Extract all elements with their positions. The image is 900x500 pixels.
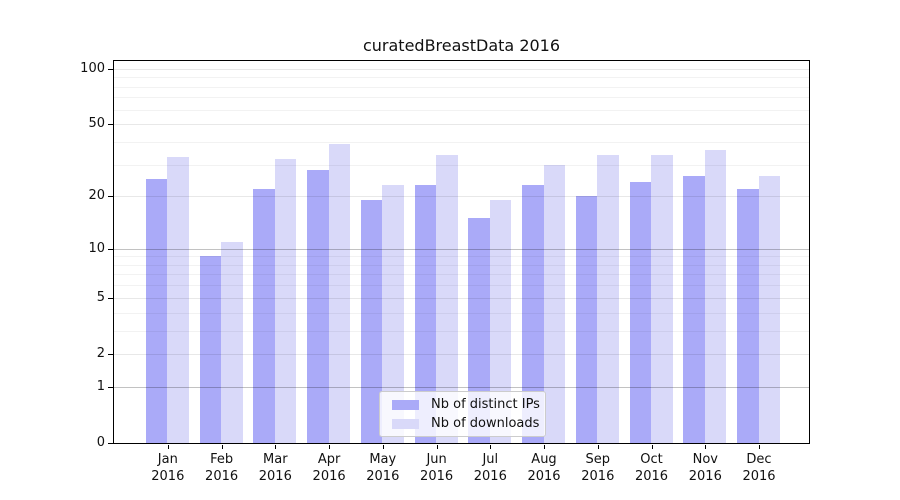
bar-jan-downloads	[167, 157, 189, 443]
gridline-y-9	[114, 256, 809, 258]
gridline-y-90	[114, 77, 809, 79]
gridline-y-80	[114, 86, 809, 88]
x-tick-mark-feb	[221, 445, 223, 449]
y-tick-mark-0	[108, 443, 113, 444]
bar-jun-distinct-ips	[414, 185, 437, 443]
y-tick-mark-1	[108, 386, 113, 388]
bar-feb-downloads	[221, 241, 243, 443]
x-tick-mark-jul	[490, 445, 492, 449]
x-tick-label-jul: Jul 2016	[473, 452, 507, 484]
x-tick-mark-dec	[759, 445, 760, 449]
bar-jan-distinct-ips	[145, 178, 168, 443]
gridline-y-2	[114, 353, 809, 355]
x-tick-mark-jun	[436, 445, 438, 449]
x-tick-label-apr: Apr 2016	[312, 452, 346, 484]
bar-nov-distinct-ips	[683, 175, 705, 443]
bar-aug-distinct-ips	[522, 185, 544, 443]
y-tick-mark-2	[108, 353, 113, 355]
y-tick-label-100: 100	[80, 60, 105, 76]
gridline-y-60	[114, 109, 809, 111]
bar-feb-distinct-ips	[199, 256, 221, 443]
y-tick-label-10: 10	[88, 240, 105, 256]
bar-sep-downloads	[597, 154, 619, 443]
bar-jun-downloads	[436, 154, 458, 443]
y-tick-label-1: 1	[96, 378, 105, 394]
y-tick-mark-5	[108, 297, 113, 299]
x-tick-label-oct: Oct 2016	[634, 452, 669, 484]
bar-may-downloads	[382, 185, 404, 443]
bar-nov-downloads	[704, 150, 727, 443]
bar-may-distinct-ips	[360, 200, 383, 443]
bar-mar-distinct-ips	[253, 188, 275, 443]
y-tick-label-0: 0	[96, 435, 105, 450]
bar-sep-distinct-ips	[575, 196, 598, 443]
x-tick-mark-nov	[705, 445, 707, 449]
x-tick-mark-mar	[275, 445, 277, 449]
x-tick-label-may: May 2016	[366, 452, 400, 484]
gridline-y-50	[114, 124, 809, 126]
y-tick-label-20: 20	[88, 188, 105, 204]
plot-area: Nb of distinct IPs Nb of downloads	[113, 60, 810, 444]
bar-oct-downloads	[651, 154, 673, 443]
legend-swatch-downloads	[392, 418, 419, 429]
gridline-y-3	[114, 330, 809, 332]
gridline-y-7	[114, 274, 809, 276]
bar-mar-downloads	[274, 159, 297, 443]
bar-dec-distinct-ips	[737, 188, 759, 443]
x-tick-mark-oct	[651, 445, 653, 449]
bar-jul-downloads	[489, 200, 512, 443]
gridline-y-8	[114, 264, 809, 266]
x-tick-mark-sep	[597, 445, 599, 449]
legend-swatch-distinct-ips	[392, 399, 419, 410]
gridline-y-30	[114, 164, 809, 166]
x-tick-label-jun: Jun 2016	[420, 452, 454, 484]
legend-label-downloads: Nb of downloads	[431, 416, 540, 431]
x-tick-mark-jan	[167, 445, 169, 449]
gridline-y-70	[114, 97, 809, 99]
legend-label-distinct-ips: Nb of distinct IPs	[431, 397, 540, 412]
bar-dec-downloads	[758, 175, 780, 443]
y-tick-label-2: 2	[96, 345, 105, 361]
y-tick-mark-10	[108, 248, 113, 250]
y-tick-mark-100	[108, 68, 113, 70]
bar-apr-distinct-ips	[307, 169, 329, 443]
y-tick-mark-20	[108, 196, 113, 198]
gridline-y-4	[114, 312, 809, 314]
x-tick-mark-aug	[544, 445, 545, 449]
bar-aug-downloads	[543, 164, 566, 443]
bar-jul-distinct-ips	[468, 218, 490, 443]
x-tick-label-sep: Sep 2016	[581, 452, 615, 484]
x-tick-label-jan: Jan 2016	[151, 452, 185, 484]
gridline-y-1	[114, 386, 809, 388]
gridline-y-5	[114, 297, 809, 299]
x-tick-label-nov: Nov 2016	[688, 452, 722, 484]
x-tick-mark-apr	[329, 445, 331, 449]
gridline-y-10	[114, 248, 809, 250]
x-tick-label-mar: Mar 2016	[258, 452, 292, 484]
legend-item-distinct-ips: Nb of distinct IPs	[388, 397, 540, 412]
legend-item-downloads: Nb of downloads	[388, 416, 540, 431]
chart-title: curatedBreastData 2016	[362, 36, 561, 55]
x-tick-label-feb: Feb 2016	[205, 452, 239, 484]
bar-oct-distinct-ips	[629, 181, 651, 443]
y-tick-label-50: 50	[88, 116, 105, 132]
gridline-y-40	[114, 141, 809, 143]
x-tick-mark-may	[382, 445, 384, 449]
gridline-y-20	[114, 196, 809, 198]
x-tick-label-aug: Aug 2016	[527, 452, 561, 484]
x-tick-label-dec: Dec 2016	[742, 452, 776, 484]
gridline-y-6	[114, 285, 809, 287]
gridline-y-100	[114, 68, 809, 70]
y-tick-mark-50	[108, 124, 113, 126]
legend: Nb of distinct IPs Nb of downloads	[379, 391, 546, 437]
bar-apr-downloads	[328, 143, 351, 443]
y-tick-label-5: 5	[96, 289, 105, 305]
